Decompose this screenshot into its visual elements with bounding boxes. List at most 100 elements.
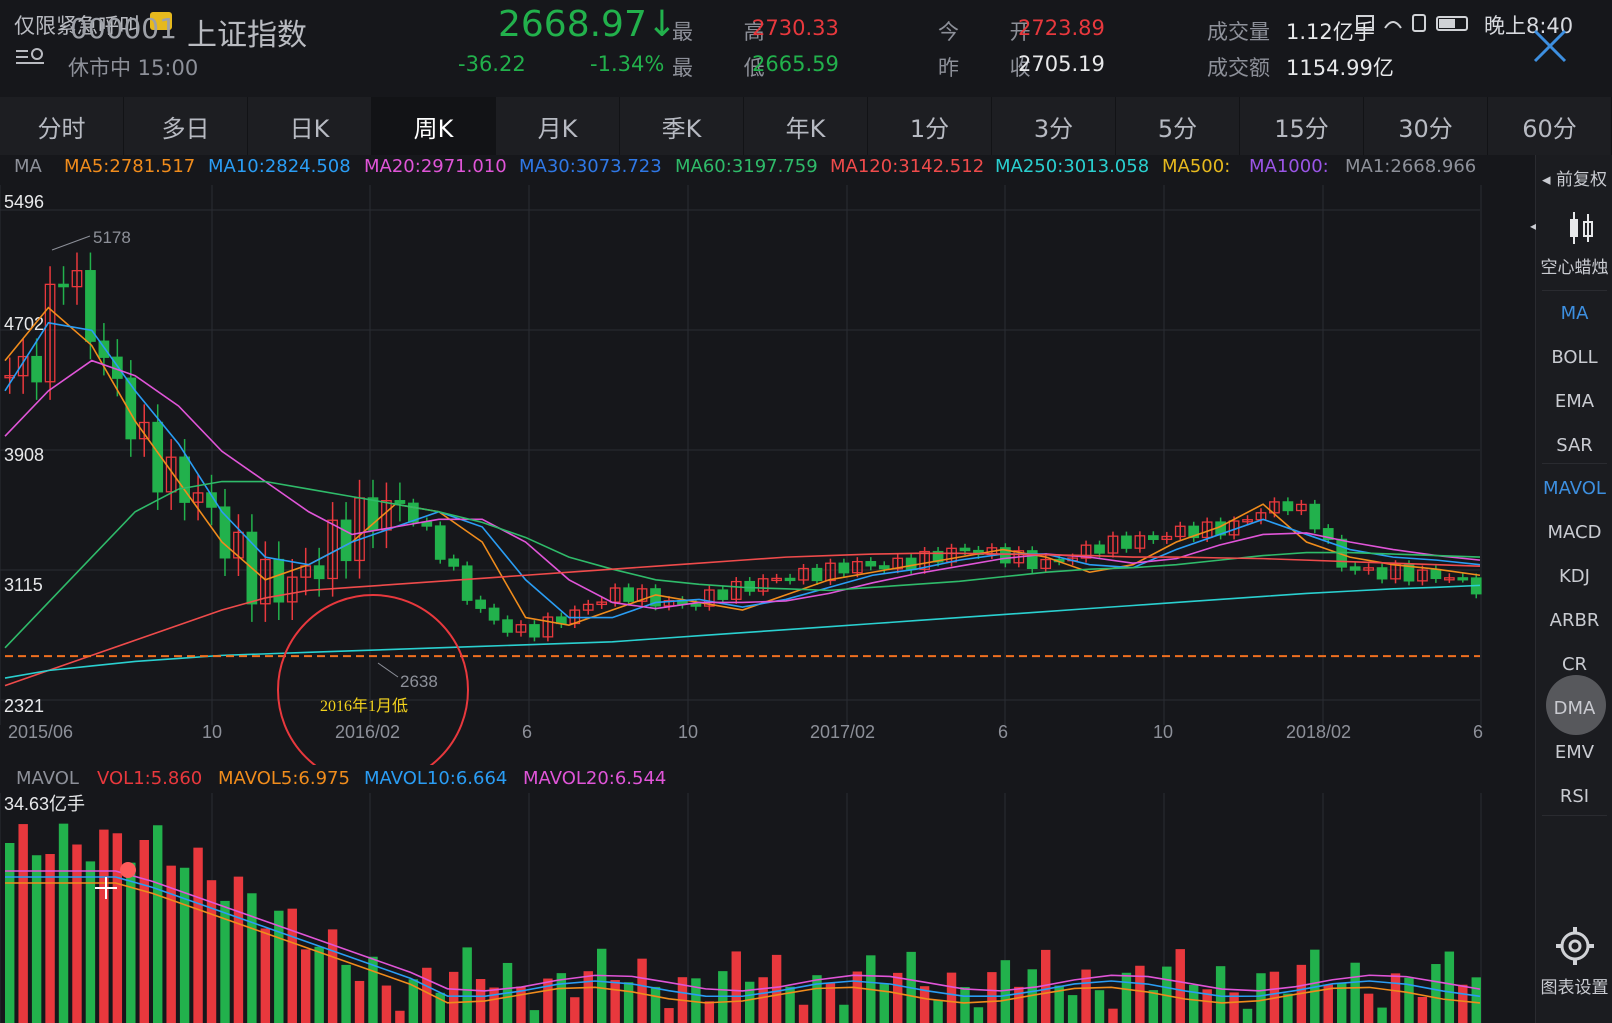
volume-bar xyxy=(691,978,701,1023)
candle-body xyxy=(798,567,809,581)
tab-5分[interactable]: 5分 xyxy=(1116,97,1240,155)
sub-indicator-mavol[interactable]: MAVOL xyxy=(1543,478,1606,499)
tab-季K[interactable]: 季K xyxy=(620,97,744,155)
open-value: 2723.89 xyxy=(1018,16,1105,40)
volume-bar xyxy=(570,997,580,1023)
indicator-sar[interactable]: SAR xyxy=(1556,435,1593,456)
volume-bar xyxy=(1148,990,1159,1023)
ma-label: MA xyxy=(14,156,42,177)
sub-indicator-arbr[interactable]: ARBR xyxy=(1549,610,1600,631)
amount-label: 成交额 xyxy=(1207,56,1270,80)
sub-indicator-dma[interactable]: DMA xyxy=(1553,698,1596,719)
tab-多日[interactable]: 多日 xyxy=(124,97,248,155)
volume-bar xyxy=(543,978,553,1023)
indicator-ema[interactable]: EMA xyxy=(1554,391,1595,412)
price-axis-label: 4702 xyxy=(4,314,44,334)
volume-bar xyxy=(45,854,55,1023)
ma-line-ma250 xyxy=(4,584,1481,679)
gear-icon[interactable] xyxy=(1554,925,1596,967)
tab-3分[interactable]: 3分 xyxy=(992,97,1116,155)
time-axis-label: 2015/06 xyxy=(8,722,73,742)
volume-max-label: 34.63亿手 xyxy=(4,794,85,814)
ma-line-ma20 xyxy=(4,359,1481,610)
candle-body xyxy=(165,456,177,493)
volume-bar xyxy=(583,971,593,1023)
volume-bar xyxy=(1000,960,1011,1023)
low-label: 2638 xyxy=(400,672,438,691)
volume-bar xyxy=(153,825,163,1023)
candle-body xyxy=(313,565,325,580)
tab-30分[interactable]: 30分 xyxy=(1364,97,1488,155)
candle-body xyxy=(1161,535,1173,541)
price-axis-label: 2321 xyxy=(4,696,44,716)
tab-年K[interactable]: 年K xyxy=(744,97,868,155)
candle-body xyxy=(851,561,863,574)
tab-分时[interactable]: 分时 xyxy=(0,97,124,155)
candle-body xyxy=(192,492,204,503)
volume-bar xyxy=(1417,996,1428,1023)
volume-bar xyxy=(1067,995,1078,1023)
candle-body xyxy=(1080,544,1092,559)
candle-body xyxy=(784,577,796,582)
candle-body xyxy=(717,589,729,600)
carrier-text: 仅限紧急呼叫 xyxy=(14,14,140,38)
volume-bar xyxy=(1283,993,1293,1023)
candle-body xyxy=(636,588,648,602)
candle-body xyxy=(1174,525,1186,538)
chart-settings-label[interactable]: 图表设置 xyxy=(1540,978,1609,998)
candle-body xyxy=(515,624,527,633)
volume-bar xyxy=(1202,989,1212,1023)
volume-bar xyxy=(327,929,338,1023)
time-axis-label: 6 xyxy=(1473,722,1483,742)
sub-indicator-emv[interactable]: EMV xyxy=(1554,742,1595,763)
kline-chart[interactable]: 5496 4702 3908 3115 2321 2015/06 10 2016/02 6 10 2… xyxy=(0,185,1535,765)
tab-日K[interactable]: 日K xyxy=(248,97,372,155)
volume-bar xyxy=(1431,964,1441,1023)
floating-assist-button[interactable] xyxy=(1546,675,1606,735)
sub-indicator-rsi[interactable]: RSI xyxy=(1559,786,1590,807)
volume-bar xyxy=(650,986,661,1023)
menu-search-icon[interactable] xyxy=(14,46,48,68)
candle-body xyxy=(125,377,137,440)
volume-bar xyxy=(556,973,567,1023)
indicator-boll[interactable]: BOLL xyxy=(1551,347,1598,368)
candle-body xyxy=(703,589,715,607)
candle-body xyxy=(730,580,742,600)
volume-bar xyxy=(1215,966,1226,1023)
adjust-mode-button[interactable]: ◂ 前复权 xyxy=(1542,170,1607,190)
candle-body xyxy=(542,616,554,638)
volume-bar xyxy=(879,984,889,1023)
volume-bar xyxy=(462,947,472,1023)
open-label: 今 开 xyxy=(938,20,1053,44)
indicator-ma[interactable]: MA xyxy=(1560,303,1589,324)
candle-body xyxy=(1430,569,1442,580)
candle-body xyxy=(1269,501,1280,514)
status-icons xyxy=(1355,12,1475,34)
tab-15分[interactable]: 15分 xyxy=(1240,97,1364,155)
close-icon[interactable] xyxy=(1532,28,1568,64)
low-leader-line xyxy=(377,662,399,678)
volume-bar xyxy=(1189,984,1199,1023)
volume-bar xyxy=(233,876,244,1023)
candle-body xyxy=(340,519,352,562)
candle-body xyxy=(219,506,231,559)
candle-prev-arrow-icon[interactable]: ◂ xyxy=(1530,219,1537,233)
sub-indicator-cr[interactable]: CR xyxy=(1561,654,1588,675)
tab-1分[interactable]: 1分 xyxy=(868,97,992,155)
volume-chart[interactable]: 34.63亿手 xyxy=(0,793,1535,1023)
candle-body xyxy=(1363,567,1374,571)
candle-body xyxy=(1417,569,1428,582)
tab-60分[interactable]: 60分 xyxy=(1488,97,1612,155)
candlestick-icon[interactable] xyxy=(1566,210,1596,246)
period-tabs: 分时 多日 日K 周K 月K 季K 年K 1分 3分 5分 15分 30分 60分 xyxy=(0,97,1612,155)
sub-indicator-kdj[interactable]: KDJ xyxy=(1559,566,1590,587)
sub-indicator-macd[interactable]: MACD xyxy=(1547,522,1602,543)
ma-legend-item: MA30:3073.723 xyxy=(519,156,662,177)
candle-body xyxy=(138,421,150,440)
mavol-line xyxy=(5,882,1481,1004)
candle-body xyxy=(1121,535,1132,549)
tab-月K[interactable]: 月K xyxy=(496,97,620,155)
tab-周K[interactable]: 周K xyxy=(372,97,496,155)
candle-body xyxy=(71,270,83,288)
volume-bar xyxy=(193,847,203,1023)
